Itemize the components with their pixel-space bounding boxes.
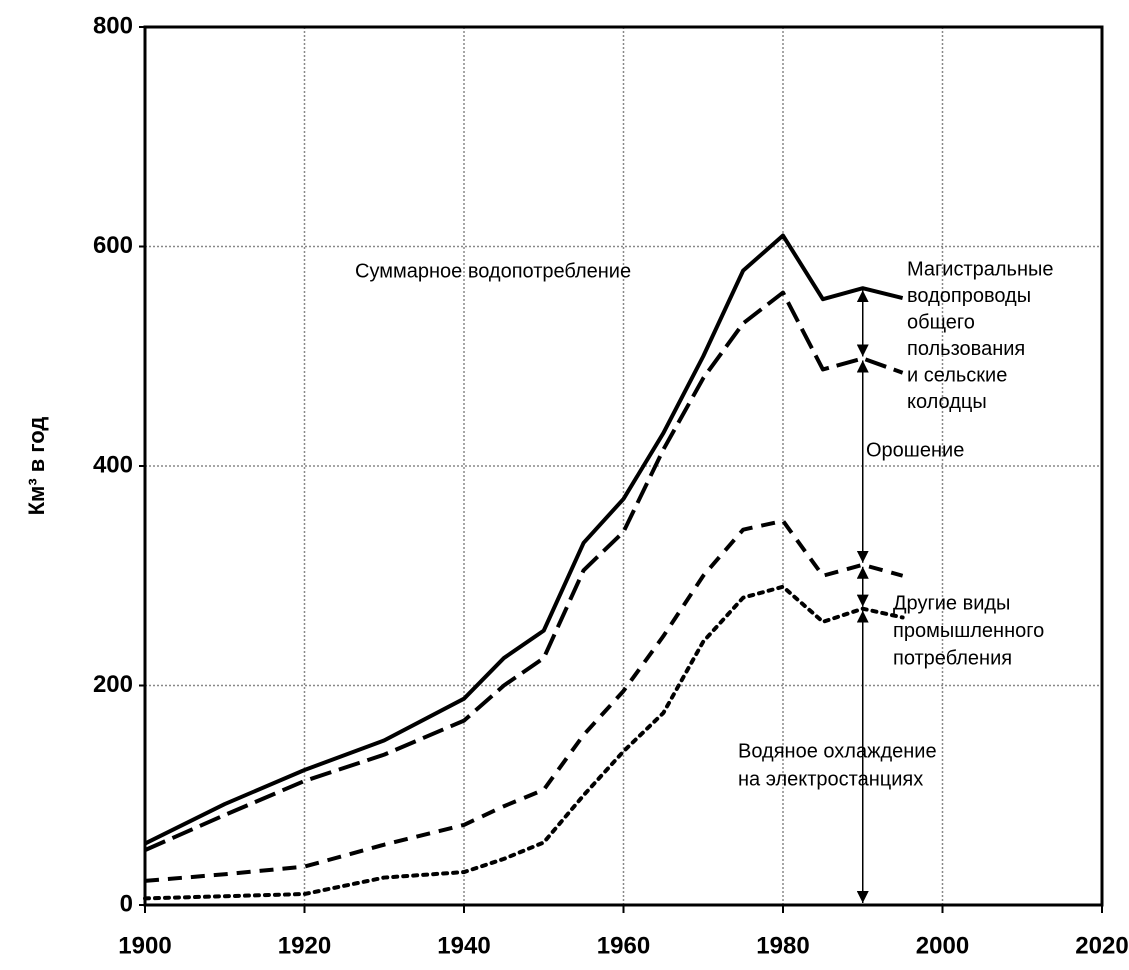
y-tick-label: 0 xyxy=(120,890,133,917)
annotation: и сельские xyxy=(907,364,1007,386)
annotation: колодцы xyxy=(907,391,987,413)
annotation: Другие виды xyxy=(893,592,1010,614)
y-tick-label: 800 xyxy=(93,12,133,39)
x-tick-label: 1920 xyxy=(278,932,331,959)
annotation: пользования xyxy=(907,338,1025,360)
y-tick-label: 600 xyxy=(93,232,133,259)
annotation: потребления xyxy=(893,647,1012,669)
annotation: общего xyxy=(907,311,975,333)
annotation: Суммарное водопотребление xyxy=(355,260,631,282)
data-line xyxy=(144,290,904,852)
annotation: промышленного xyxy=(893,620,1044,642)
x-tick-label: 1940 xyxy=(437,932,490,959)
annotation: на электростанциях xyxy=(738,768,923,790)
x-tick-label: 2020 xyxy=(1075,932,1128,959)
y-axis-label: Км³ в год xyxy=(24,417,49,516)
y-tick-label: 200 xyxy=(93,671,133,698)
plot-frame xyxy=(143,25,1104,907)
data-line xyxy=(144,518,904,883)
annotation: Водяное охлаждение xyxy=(738,740,937,762)
y-tick-label: 400 xyxy=(93,451,133,478)
annotation: водопроводы xyxy=(907,285,1031,307)
annotation: Орошение xyxy=(866,439,964,461)
data-line xyxy=(144,233,904,846)
x-tick-label: 1980 xyxy=(756,932,809,959)
x-tick-label: 1900 xyxy=(118,932,171,959)
data-line xyxy=(143,584,905,901)
x-tick-label: 2000 xyxy=(916,932,969,959)
x-tick-label: 1960 xyxy=(597,932,650,959)
annotation: Магистральные xyxy=(907,258,1054,280)
